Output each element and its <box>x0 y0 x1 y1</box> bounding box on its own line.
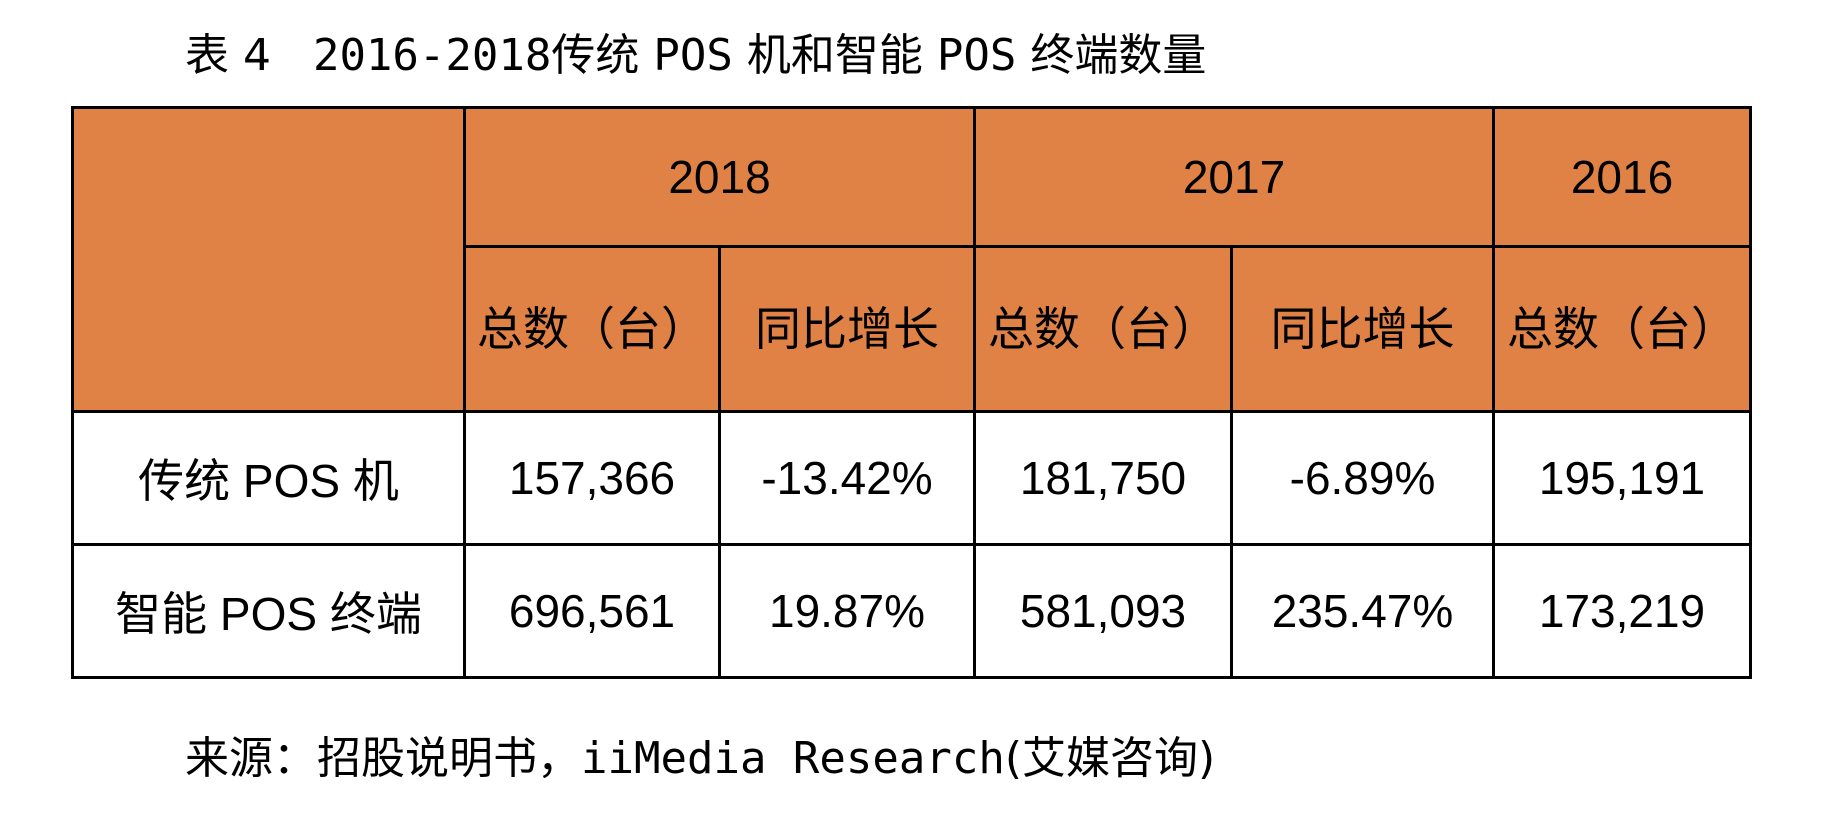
row-label-traditional-pos: 传统 POS 机 <box>71 410 466 546</box>
header-yoy-2017-label: 同比增长 <box>1270 303 1455 355</box>
cell-traditional-2017-yoy: -6.89% <box>1230 410 1495 546</box>
cell-traditional-2018-total: 157,366 <box>463 410 721 546</box>
source-note: 来源：招股说明书，iiMedia Research(艾媒咨询) <box>185 725 1215 793</box>
table-header-row-years: 2018 2017 2016 <box>71 106 1752 413</box>
caption-year-range: 2016-2018 <box>312 30 552 81</box>
table-header-row-metrics: 总数（台） 同比增长 总数（台） 同比增长 总数（台） <box>73 245 1752 413</box>
caption-label: 表 4 <box>185 30 271 81</box>
header-yoy-2018-label: 同比增长 <box>755 303 939 355</box>
header-corner-cell <box>71 106 466 413</box>
cell-smart-2017-yoy: 235.47% <box>1230 543 1495 679</box>
header-year-2017: 2017 <box>973 106 1495 248</box>
caption-title-part-2: 机和智能 <box>746 30 923 81</box>
row-label-smart-pos: 智能 POS 终端 <box>71 543 466 679</box>
table-row-smart-pos: 智能 POS 终端 696,561 19.87% 581,093 235.47%… <box>71 543 1752 679</box>
header-total-2016: 总数（台） <box>1492 245 1752 413</box>
header-yoy-2018: 同比增长 <box>718 245 976 413</box>
source-latin: iiMedia Research <box>581 733 1005 784</box>
cell-smart-2017-total: 581,093 <box>973 543 1233 679</box>
table-caption: 表 4 2016-2018传统 POS 机和智能 POS 终端数量 <box>185 22 1206 90</box>
header-total-2018: 总数（台） <box>463 245 721 413</box>
cell-smart-2016-total: 173,219 <box>1492 543 1752 679</box>
header-total-2017: 总数（台） <box>973 245 1233 413</box>
source-suffix: (艾媒咨询) <box>1004 733 1216 784</box>
cell-smart-2018-total: 696,561 <box>463 543 721 679</box>
cell-smart-2018-yoy: 19.87% <box>718 543 976 679</box>
caption-title-part-3: 终端数量 <box>1030 30 1207 81</box>
cell-traditional-2016-total: 195,191 <box>1492 410 1752 546</box>
caption-pos-1: POS <box>653 30 733 81</box>
header-year-2018: 2018 <box>463 106 976 248</box>
pos-terminal-table: 2018 2017 2016 总数（台） 同比增长 总数（台） 同比增长 总数（… <box>71 106 1752 679</box>
header-yoy-2017: 同比增长 <box>1230 245 1495 413</box>
cell-traditional-2017-total: 181,750 <box>973 410 1233 546</box>
header-year-2016: 2016 <box>1492 106 1752 248</box>
cell-traditional-2018-yoy: -13.42% <box>718 410 976 546</box>
table-row-traditional-pos: 传统 POS 机 157,366 -13.42% 181,750 -6.89% … <box>71 410 1752 546</box>
caption-pos-2: POS <box>936 30 1017 81</box>
caption-title-part-1: 传统 <box>551 30 640 81</box>
source-prefix: 来源：招股说明书， <box>185 733 581 784</box>
